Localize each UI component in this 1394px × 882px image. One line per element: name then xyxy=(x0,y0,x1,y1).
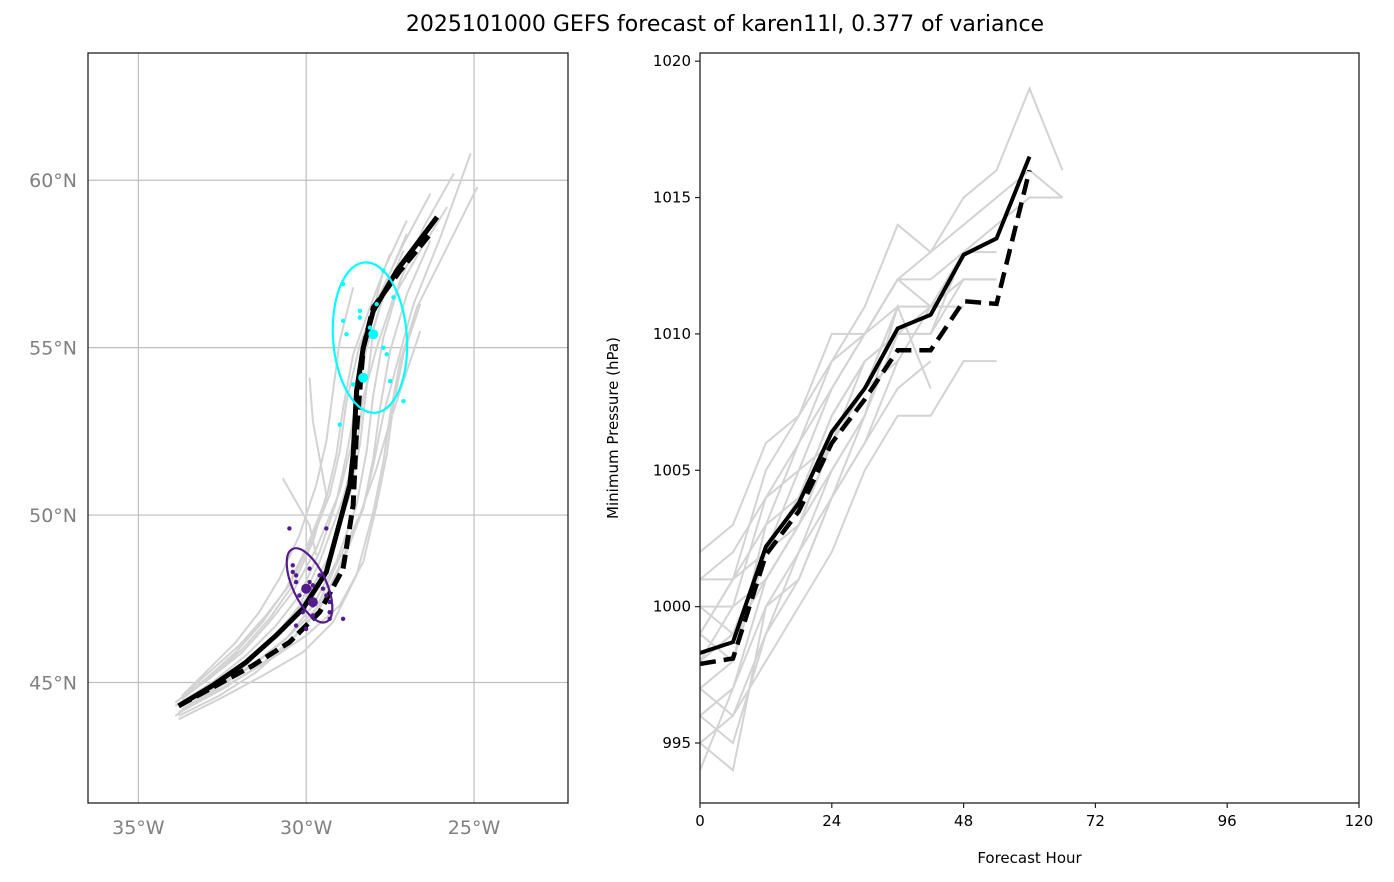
late-member-position xyxy=(357,308,363,314)
y-tick-label: 1020 xyxy=(653,52,691,70)
late-member-position xyxy=(344,332,349,337)
x-tick-label: 120 xyxy=(1345,812,1374,830)
pressure-panel: 0 24 48 72 96 120 995 1000 1005 1010 1015 1020 Forec… xyxy=(604,52,1373,867)
early-member-position xyxy=(327,609,332,615)
early-member-position xyxy=(324,526,329,531)
member-pressure-line xyxy=(700,360,866,662)
map-x-tick-label: 25°W xyxy=(448,817,501,839)
member-track xyxy=(181,377,328,700)
late-member-position xyxy=(350,382,356,387)
early-member-position xyxy=(297,593,302,598)
x-tick-label: 72 xyxy=(1086,812,1105,830)
figure-title: 2025101000 GEFS forecast of karen11l, 0.… xyxy=(405,12,1045,37)
late-mean-position xyxy=(358,372,369,383)
early-member-position xyxy=(327,616,332,622)
map-y-tick-label: 60°N xyxy=(29,170,77,192)
early-member-position xyxy=(307,579,312,585)
early-mean-position xyxy=(307,597,318,608)
early-member-position xyxy=(307,566,312,571)
x-axis-label: Forecast Hour xyxy=(977,849,1082,867)
early-member-position xyxy=(317,573,322,578)
late-member-position xyxy=(367,325,373,330)
member-pressure-line xyxy=(700,415,866,744)
map-y-tick-label: 50°N xyxy=(29,505,77,527)
member-pressure-line xyxy=(700,387,866,635)
late-uncertainty-ellipse xyxy=(331,261,409,414)
member-pressure-line xyxy=(700,277,932,581)
early-member-position xyxy=(293,573,299,578)
member-track xyxy=(174,253,392,704)
early-member-position xyxy=(310,583,316,588)
y-tick-label: 995 xyxy=(662,734,691,752)
pressure-plot-area xyxy=(700,85,1064,773)
early-mean-position xyxy=(301,583,312,594)
early-member-position xyxy=(324,593,329,598)
late-member-position xyxy=(387,378,393,384)
ensemble-mean-track xyxy=(177,215,440,709)
x-tick-label: 48 xyxy=(954,812,973,830)
map-y-tick-label: 45°N xyxy=(29,672,77,694)
member-track xyxy=(174,206,449,717)
deterministic-pressure-line xyxy=(700,169,1032,667)
y-tick-label: 1010 xyxy=(653,325,691,343)
early-uncertainty-ellipse xyxy=(285,547,334,624)
member-track xyxy=(178,186,479,721)
member-track xyxy=(281,477,318,556)
late-member-position xyxy=(340,318,346,324)
track-map-panel: 35°W 30°W 25°W 45°N 50°N 55°N 60°N xyxy=(29,52,569,839)
x-tick-label: 24 xyxy=(822,812,841,830)
ensemble-mean-pressure-line xyxy=(700,155,1032,655)
x-tick-label: 96 xyxy=(1218,812,1237,830)
early-member-position xyxy=(293,579,299,585)
pressure-frame xyxy=(699,52,1360,804)
member-track xyxy=(178,330,422,717)
map-x-tick-label: 30°W xyxy=(280,817,333,839)
y-axis-label: Minimum Pressure (hPa) xyxy=(604,337,622,519)
early-member-position xyxy=(293,623,299,628)
member-pressure-line xyxy=(700,360,932,717)
map-frame xyxy=(87,52,569,804)
late-member-position xyxy=(381,268,386,273)
member-pressure-line xyxy=(700,85,1064,635)
early-member-position xyxy=(287,526,292,531)
x-tick-label: 0 xyxy=(695,812,705,830)
y-tick-label: 1005 xyxy=(653,461,691,479)
member-track xyxy=(181,193,432,697)
early-member-position xyxy=(320,586,326,591)
late-mean-position xyxy=(368,329,379,340)
member-pressure-line xyxy=(700,251,997,553)
map-y-tick-label: 55°N xyxy=(29,338,77,360)
late-member-position xyxy=(357,315,363,320)
member-pressure-line xyxy=(700,251,965,663)
map-plot-area xyxy=(88,53,568,803)
late-member-position xyxy=(391,295,396,300)
late-member-position xyxy=(374,301,379,307)
late-member-position xyxy=(384,352,389,357)
late-member-position xyxy=(401,399,406,404)
y-tick-label: 1015 xyxy=(653,189,691,207)
late-member-position xyxy=(337,422,342,427)
late-member-position xyxy=(381,345,386,350)
member-pressure-line xyxy=(700,278,965,581)
member-track xyxy=(184,303,422,711)
member-track xyxy=(181,287,355,697)
early-member-position xyxy=(340,616,346,622)
member-pressure-line xyxy=(700,303,932,773)
late-member-position xyxy=(340,281,346,287)
early-member-position xyxy=(300,609,306,615)
member-pressure-line xyxy=(700,306,899,608)
map-x-tick-label: 35°W xyxy=(112,817,165,839)
member-track xyxy=(174,250,405,707)
early-member-position xyxy=(303,626,309,632)
early-member-position xyxy=(310,613,316,618)
early-member-position xyxy=(327,599,332,605)
y-tick-label: 1000 xyxy=(653,598,691,616)
early-member-position xyxy=(290,563,295,568)
early-member-position xyxy=(290,569,295,575)
